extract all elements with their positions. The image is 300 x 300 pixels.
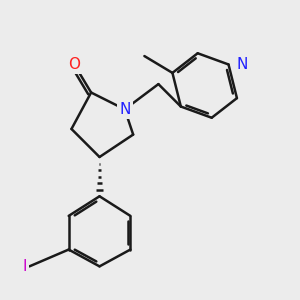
Text: O: O (68, 57, 80, 72)
Text: I: I (22, 259, 27, 274)
Text: N: N (237, 57, 248, 72)
Text: N: N (119, 102, 130, 117)
